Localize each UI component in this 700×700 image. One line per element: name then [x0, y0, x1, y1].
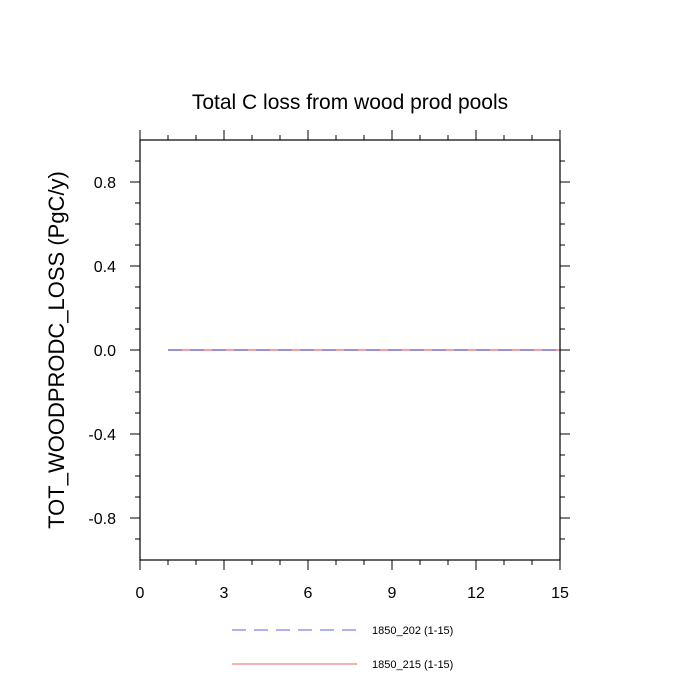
y-tick-label: 0.4: [94, 259, 116, 276]
y-tick-label: 0.0: [94, 343, 116, 360]
x-tick-label: 15: [551, 585, 569, 602]
y-tick-label: -0.8: [88, 511, 116, 528]
y-axis-label: TOT_WOODPRODC_LOSS (PgC/y): [44, 171, 69, 529]
y-tick-label: -0.4: [88, 427, 116, 444]
x-tick-label: 6: [304, 585, 313, 602]
x-tick-label: 9: [388, 585, 397, 602]
x-tick-label: 0: [136, 585, 145, 602]
x-tick-label: 3: [220, 585, 229, 602]
y-tick-label: 0.8: [94, 175, 116, 192]
chart-title: Total C loss from wood prod pools: [192, 91, 508, 114]
legend-label: 1850_215 (1-15): [372, 659, 453, 671]
plot-frame: [139, 139, 561, 561]
axis-ticks: 0 3 6 9 12 15 -0.8 -0.4 0.0 0.4 0.8: [88, 130, 570, 602]
legend: 1850_202 (1-15) 1850_215 (1-15): [232, 625, 453, 671]
legend-label: 1850_202 (1-15): [372, 625, 453, 637]
x-tick-label: 12: [467, 585, 485, 602]
